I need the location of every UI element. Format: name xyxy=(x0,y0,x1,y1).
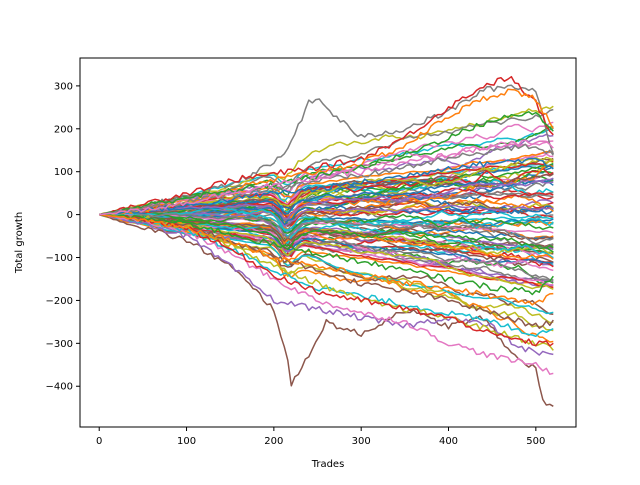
series-line-100 xyxy=(99,213,554,329)
x-tick-label: 0 xyxy=(96,436,102,447)
series-line-103 xyxy=(99,213,554,306)
y-tick-label: 200 xyxy=(54,124,73,135)
series-line-91 xyxy=(99,84,555,216)
x-axis: 0 100 200 300 400 500 xyxy=(96,427,545,447)
x-tick-label: 100 xyxy=(177,436,196,447)
x-tick-label: 500 xyxy=(526,436,545,447)
series-layer xyxy=(98,75,555,407)
series-line-98 xyxy=(99,111,554,216)
y-tick-label: −300 xyxy=(46,339,73,350)
x-tick-label: 200 xyxy=(264,436,283,447)
series-line-82 xyxy=(99,213,554,234)
y-tick-label: −100 xyxy=(46,253,73,264)
series-line-94 xyxy=(99,213,554,356)
x-tick-label: 400 xyxy=(439,436,458,447)
series-line-92 xyxy=(99,75,554,216)
series-line-101 xyxy=(99,213,554,347)
y-tick-label: 0 xyxy=(67,210,73,221)
series-line-102 xyxy=(99,213,554,296)
series-line-79 xyxy=(99,207,554,232)
x-tick-label: 300 xyxy=(352,436,371,447)
series-line-105 xyxy=(99,139,554,216)
series-line-87 xyxy=(99,213,554,245)
y-tick-label: 100 xyxy=(54,167,73,178)
series-line-80 xyxy=(99,177,554,216)
x-axis-label: Trades xyxy=(311,459,345,470)
y-axis: −400 −300 −200 −100 0 100 200 300 xyxy=(46,81,80,393)
series-line-89 xyxy=(99,213,554,315)
plot-frame xyxy=(79,57,577,428)
y-tick-label: −400 xyxy=(46,382,73,393)
y-tick-label: −200 xyxy=(46,296,73,307)
series-line-99 xyxy=(99,157,554,216)
series-line-95 xyxy=(99,213,554,375)
y-axis-label: Total growth xyxy=(14,212,25,274)
series-line-55 xyxy=(99,200,554,227)
y-tick-label: 300 xyxy=(54,81,73,92)
series-line-76 xyxy=(99,213,554,235)
